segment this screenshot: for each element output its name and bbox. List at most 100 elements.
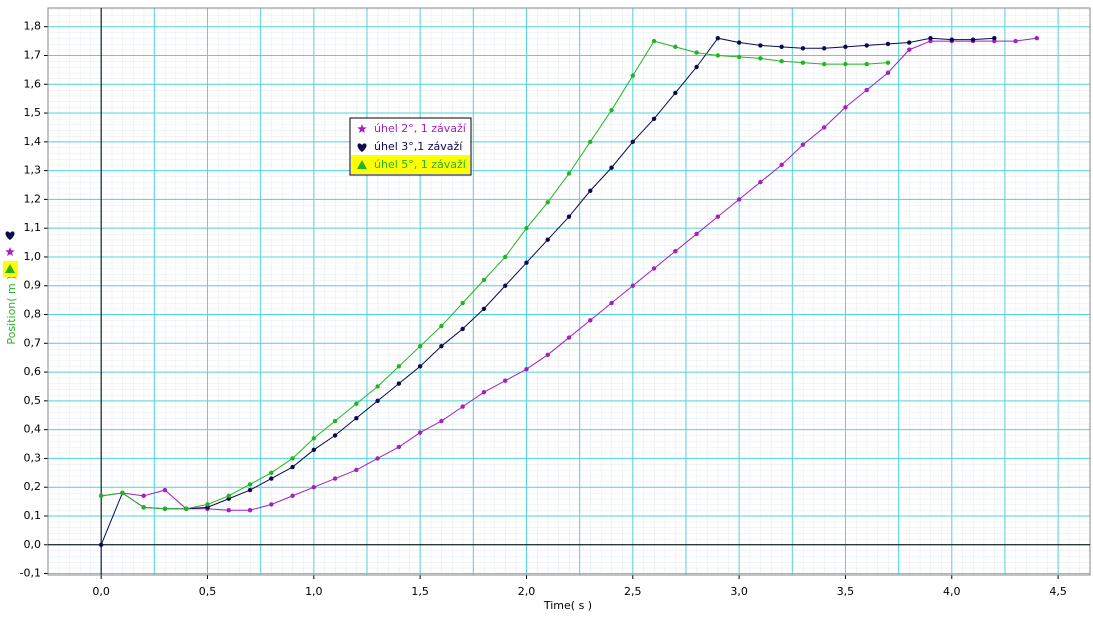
data-point (290, 493, 295, 499)
y-tick-label: 0,6 (24, 365, 42, 378)
data-point (439, 418, 444, 424)
data-point (226, 493, 231, 499)
data-point (269, 476, 274, 481)
data-point (354, 467, 359, 473)
data-point (332, 418, 338, 424)
axes: -0,1 0,0 0,1 0,2 0,3 0,4 0,5 0,6 0,7 0,8 0,9 1,0 1,1… (20, 7, 1091, 598)
x-tick-label: 4,0 (943, 585, 961, 598)
data-point (843, 44, 848, 50)
data-point (375, 456, 380, 461)
y-tick-label: 0,7 (24, 336, 42, 349)
data-point (269, 470, 274, 476)
data-point (800, 60, 806, 65)
data-point (354, 401, 359, 406)
data-point (396, 381, 402, 386)
y-tick-label: 1,6 (24, 77, 42, 90)
data-point (864, 61, 869, 67)
series-line (101, 40, 889, 510)
y-tick-label: 1,2 (24, 192, 42, 205)
y-tick-label: -0,1 (20, 567, 41, 580)
data-point (928, 36, 933, 41)
marker-icon (5, 247, 15, 257)
data-point (375, 384, 380, 389)
data-point (545, 352, 550, 358)
marker-icon (5, 264, 15, 273)
y-tick-label: 0,1 (24, 509, 42, 522)
data-point (503, 283, 508, 288)
data-point (630, 283, 635, 288)
legend-label: úhel 5°, 1 závaží (374, 158, 467, 171)
data-point (311, 485, 317, 490)
data-point (247, 508, 253, 513)
data-point (162, 487, 168, 493)
data-point (715, 214, 721, 219)
data-point (120, 490, 125, 496)
data-point (992, 36, 997, 41)
data-point (545, 237, 550, 242)
data-point (184, 506, 189, 512)
grid (48, 8, 1090, 575)
data-point (290, 456, 295, 461)
x-tick-label: 0,5 (199, 585, 217, 598)
data-point (481, 390, 487, 395)
data-point (843, 61, 848, 67)
data-point (715, 53, 721, 58)
data-point (651, 266, 657, 271)
data-point (673, 90, 678, 96)
data-point (694, 50, 699, 55)
data-point (396, 444, 402, 450)
data-point (162, 506, 168, 512)
data-point (226, 508, 231, 513)
data-point (758, 43, 763, 48)
data-point (779, 162, 784, 168)
marker-icon (357, 124, 367, 134)
x-tick-label: 1,5 (411, 585, 429, 598)
data-point (885, 41, 891, 47)
data-point (311, 447, 317, 452)
legend-label: úhel 3°,1 závaží (374, 140, 463, 153)
y-tick-label: 0,9 (24, 279, 42, 292)
marker-icon (357, 143, 367, 152)
data-point (141, 505, 146, 510)
data-point (141, 493, 146, 499)
data-point (354, 415, 359, 421)
data-point (651, 116, 657, 122)
data-point (481, 306, 487, 311)
data-point (736, 197, 742, 202)
data-point (673, 44, 678, 50)
data-point (736, 54, 742, 60)
data-point (311, 436, 317, 441)
legend-highlight (351, 155, 470, 174)
data-point (821, 61, 827, 67)
data-point (970, 37, 976, 42)
data-point (375, 398, 380, 404)
data-point (588, 188, 593, 193)
y-label-icons (3, 231, 18, 277)
data-point (439, 323, 444, 329)
data-point (524, 367, 529, 372)
data-point (545, 200, 550, 205)
data-point (247, 487, 253, 493)
data-point (524, 225, 529, 231)
marker-icon (5, 231, 15, 240)
data-point (460, 404, 465, 409)
data-point (821, 125, 827, 130)
data-point (332, 476, 338, 481)
x-tick-label: 4,5 (1049, 585, 1067, 598)
data-point (439, 343, 444, 349)
legend-label: úhel 2°, 1 závaží (374, 122, 467, 135)
y-tick-label: 0,0 (24, 538, 42, 551)
x-tick-label: 2,5 (624, 585, 642, 598)
y-tick-label: 1,3 (24, 164, 42, 177)
data-point (247, 482, 253, 487)
data-point (481, 277, 487, 283)
data-point (673, 249, 678, 254)
data-point (800, 142, 806, 147)
data-point (758, 179, 763, 185)
data-point (736, 40, 742, 45)
data-point (332, 433, 338, 438)
y-tick-label: 0,3 (24, 451, 42, 464)
data-point (588, 139, 593, 145)
data-point (609, 165, 614, 170)
data-point (98, 493, 104, 499)
